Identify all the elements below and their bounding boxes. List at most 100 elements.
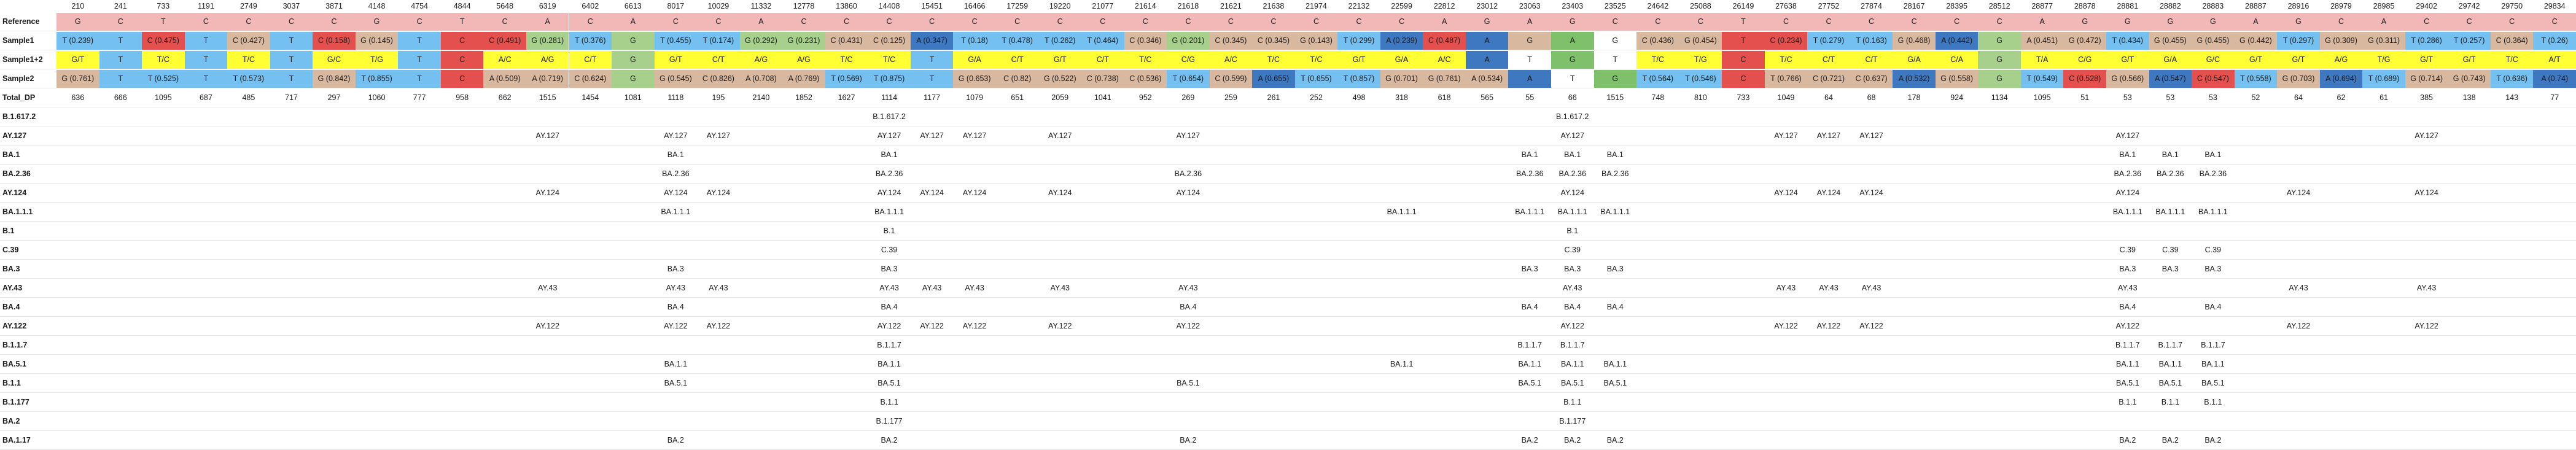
row-label: Reference [2,17,40,26]
lineage-cell: AY.127 [1560,131,1584,140]
total-dp-cell: 748 [1651,93,1665,102]
sample12-cell: G [612,51,655,69]
sample2-cell: G (0.714) [2405,70,2448,88]
sample2-cell: T (0.636) [2490,70,2534,88]
sample1-cell: A (0.442) [1935,32,1979,50]
lineage-cell: BA.3 [667,265,684,273]
sample1-cell: T [398,32,441,50]
lineage-cell: BA.2 [1564,436,1581,444]
row-label: BA.1 [2,150,20,159]
sample2-cell: G (0.558) [1935,70,1979,88]
sample2-cell: G (0.703) [2277,70,2320,88]
lineage-cell: BA.2.36 [875,169,903,178]
lineage-cell: BA.1.1.1 [1515,208,1545,216]
sample12-cell: G/T [654,51,698,69]
lineage-cell: BA.4 [667,303,684,311]
sample1-cell: A [1465,32,1509,50]
lineage-cell: BA.4 [2204,303,2222,311]
lineage-cell: B.1.617.2 [1555,112,1589,121]
total-dp-cell: 485 [242,93,255,102]
sample2-cell: A [1508,70,1551,88]
sample12-cell: T/C [1294,51,1338,69]
sample1-cell: T (0.163) [1850,32,1893,50]
total-dp-cell: 2140 [752,93,770,102]
sample1-cell: T (0.464) [1081,32,1124,50]
lineage-cell: BA.1.1.1 [874,208,905,216]
reference-cell: C [1167,13,1210,31]
sample2-cell: G (0.522) [1038,70,1081,88]
total-dp-cell: 52 [2251,93,2260,102]
lineage-cell: BA.3 [1521,265,1538,273]
lineage-cell: B.1.1.7 [1517,341,1543,349]
position-header: 28887 [2245,2,2267,10]
lineage-cell: BA.1.1 [664,360,688,368]
lineage-cell: B.1.1.7 [2115,341,2140,349]
lineage-cell: BA.2.36 [2114,169,2142,178]
position-header: 22599 [1391,2,1412,10]
sample2-cell: T (0.564) [1636,70,1679,88]
sample12-cell: C/G [2063,51,2107,69]
position-header: 23403 [1562,2,1584,10]
lineage-cell: AY.124 [2286,188,2311,197]
position-header: 28979 [2330,2,2352,10]
lineage-cell: BA.2 [2162,436,2179,444]
sample12-cell: T/G [1679,51,1722,69]
lineage-cell: BA.1.1 [1518,360,1541,368]
position-header: 13860 [836,2,857,10]
lineage-cell: B.1.1 [880,398,898,406]
sample2-cell: T (0.857) [1337,70,1380,88]
reference-cell: C [569,13,612,31]
sample12-cell: C/A [1935,51,1979,69]
lineage-cell: BA.2.36 [1601,169,1629,178]
total-dp-cell: 1049 [1777,93,1795,102]
position-header: 28916 [2287,2,2309,10]
lineage-cell: AY.43 [666,284,686,292]
lineage-cell: C.39 [2119,246,2136,254]
sample12-cell: C/T [1850,51,1893,69]
reference-cell: C [1893,13,1936,31]
lineage-cell: BA.1.1 [877,360,901,368]
lineage-cell: AY.43 [709,284,728,292]
sample2-cell: A (0.655) [1252,70,1295,88]
sample1-cell: T [184,32,228,50]
lineage-cell: AY.124 [2415,188,2438,197]
row-divider [0,354,2576,355]
total-dp-cell: 66 [1568,93,1577,102]
position-header: 4754 [411,2,428,10]
row-divider [0,259,2576,260]
position-header: 4844 [453,2,471,10]
total-dp-cell: 1134 [1991,93,2008,102]
lineage-cell: AY.127 [2115,131,2140,140]
position-header: 26149 [1732,2,1754,10]
reference-cell: A [739,13,783,31]
lineage-cell: AY.43 [537,284,558,292]
lineage-cell: B.1.177 [1559,417,1586,425]
lineage-cell: C.39 [2162,246,2179,254]
sample2-cell: C (0.637) [1850,70,1893,88]
lineage-cell: AY.122 [2286,322,2311,330]
lineage-cell: BA.1 [881,150,898,159]
reference-cell: C [1850,13,1893,31]
lineage-cell: B.1.177 [876,417,903,425]
total-dp-cell: 1515 [1606,93,1624,102]
lineage-cell: BA.3 [1564,265,1581,273]
lineage-cell: AY.124 [1859,188,1883,197]
sample2-cell: T (0.549) [2020,70,2064,88]
lineage-cell: AY.122 [1774,322,1798,330]
lineage-cell: BA.2 [667,436,684,444]
sample2-cell: G (0.842) [313,70,356,88]
reference-cell: A [2362,13,2405,31]
lineage-cell: AY.127 [1048,131,1072,140]
lineage-cell: AY.127 [706,131,731,140]
sample2-cell: T (0.655) [1294,70,1338,88]
lineage-cell: AY.122 [664,322,688,330]
sample1-cell: G [1978,32,2021,50]
sample2-cell: T (0.525) [142,70,185,88]
total-dp-cell: 297 [327,93,341,102]
lineage-cell: B.1.1 [2204,398,2222,406]
row-divider [0,183,2576,184]
lineage-cell: BA.2.36 [1174,169,1202,178]
sample12-cell: T [398,51,441,69]
row-divider [0,221,2576,222]
lineage-cell: B.1.1.7 [2158,341,2183,349]
